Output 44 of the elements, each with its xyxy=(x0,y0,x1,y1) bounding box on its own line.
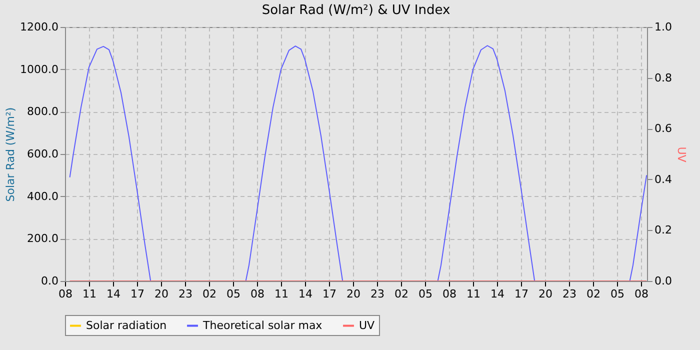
legend-label: UV xyxy=(359,318,376,332)
x-tick-label: 08 xyxy=(58,288,72,300)
x-tick-label: 02 xyxy=(586,288,600,300)
y2-tick-label: 0.6 xyxy=(654,122,672,136)
x-tick-label: 08 xyxy=(442,288,456,300)
x-tick-label: 20 xyxy=(346,288,360,300)
y-tick-label: 200.0 xyxy=(27,232,58,246)
y-tick-label: 1200.0 xyxy=(20,20,58,34)
legend-label: Solar radiation xyxy=(86,318,167,332)
x-tick-label: 08 xyxy=(634,288,648,300)
x-tick-label: 05 xyxy=(610,288,624,300)
y2-tick-label: 0.8 xyxy=(654,71,672,84)
y-tick-label: 600.0 xyxy=(27,148,58,160)
y-tick-label: 0.0 xyxy=(41,274,58,288)
x-tick-label: 11 xyxy=(274,288,288,300)
x-tick-label: 05 xyxy=(418,288,432,300)
x-tick-label: 14 xyxy=(490,288,504,300)
legend-label: Theoretical solar max xyxy=(202,318,323,332)
y-tick-label: 400.0 xyxy=(27,190,58,203)
y-tick-label: 800.0 xyxy=(27,105,58,118)
x-tick-label: 08 xyxy=(250,288,264,300)
x-tick-label: 14 xyxy=(298,288,312,300)
y2-tick-label: 0.0 xyxy=(654,274,672,288)
y2-axis-title: UV xyxy=(674,146,688,163)
x-tick-label: 11 xyxy=(466,288,480,300)
x-tick-label: 02 xyxy=(394,288,408,300)
x-tick-label: 05 xyxy=(226,288,240,300)
y-tick-label: 1000.0 xyxy=(20,62,58,76)
x-tick-label: 23 xyxy=(562,288,576,300)
x-tick-label: 23 xyxy=(370,288,384,300)
y2-tick-label: 0.2 xyxy=(654,224,672,237)
x-tick-label: 20 xyxy=(538,288,552,300)
y2-tick-label: 1.0 xyxy=(654,20,672,34)
x-tick-label: 17 xyxy=(322,288,336,300)
x-tick-label: 17 xyxy=(514,288,528,300)
y2-tick-label: 0.4 xyxy=(654,172,672,186)
x-tick-label: 23 xyxy=(178,288,192,300)
x-tick-label: 17 xyxy=(130,288,144,300)
x-tick-label: 14 xyxy=(106,288,120,300)
x-tick-label: 11 xyxy=(82,288,96,300)
x-tick-label: 02 xyxy=(202,288,216,300)
chart-title: Solar Rad (W/m²) & UV Index xyxy=(262,3,450,18)
y-axis-title: Solar Rad (W/m²) xyxy=(4,107,18,202)
x-tick-label: 20 xyxy=(154,288,168,300)
